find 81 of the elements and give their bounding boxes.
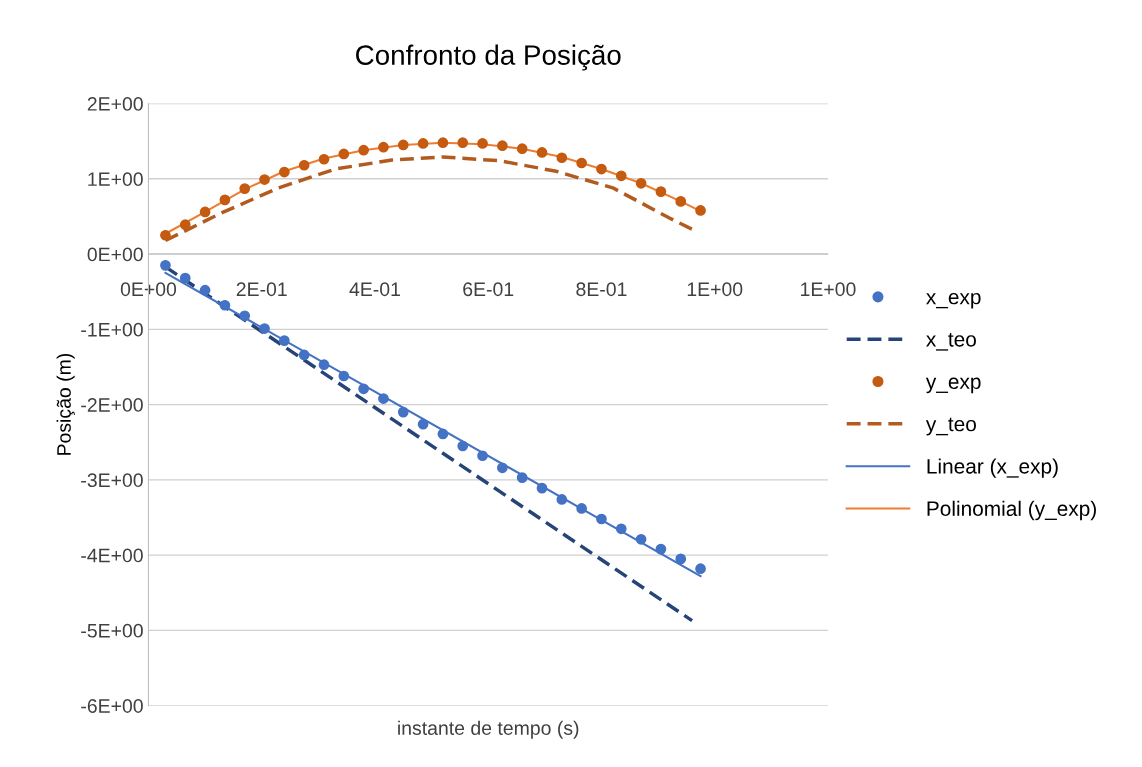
point	[259, 174, 270, 185]
point	[457, 440, 469, 452]
point	[298, 159, 310, 171]
point	[556, 494, 568, 505]
point	[675, 553, 687, 565]
chart-title: Confronto da Posição	[356, 44, 621, 71]
point	[318, 359, 330, 371]
x-tick-label: 6E-01	[463, 282, 514, 297]
x-tick-label: 8E-01	[576, 282, 627, 297]
point	[477, 450, 488, 462]
point	[596, 163, 607, 175]
y-axis-title: Posição (m)	[56, 353, 75, 455]
point	[635, 177, 647, 189]
point	[219, 299, 231, 311]
point	[179, 219, 191, 231]
y-tick-label: 2E+00	[87, 97, 143, 111]
x-tick-label: 0E+00	[120, 282, 177, 297]
y-tick-label: 1E+00	[88, 172, 143, 187]
point	[516, 143, 528, 155]
y-tick-label: -3E+00	[81, 473, 143, 488]
point	[497, 462, 508, 474]
point	[338, 148, 350, 160]
point	[655, 543, 667, 555]
point	[596, 513, 607, 525]
point	[675, 196, 687, 207]
point	[417, 138, 429, 149]
point	[615, 523, 627, 535]
point	[437, 137, 449, 149]
point	[497, 140, 508, 152]
y-tick-label: 0E+00	[87, 247, 143, 262]
point	[397, 406, 409, 418]
point	[259, 323, 270, 334]
point	[655, 186, 667, 197]
point	[556, 152, 568, 164]
point	[397, 139, 409, 151]
point	[219, 194, 231, 206]
point	[358, 383, 369, 395]
point	[615, 170, 627, 182]
point	[516, 472, 528, 483]
y-tick-label: -1E+00	[81, 322, 143, 337]
y-tick-label: -6E+00	[81, 699, 143, 713]
legend-label: x_teo	[926, 333, 976, 351]
point	[695, 563, 706, 575]
y-tick-label: -2E+00	[81, 398, 143, 412]
point	[536, 147, 548, 158]
point	[358, 144, 369, 156]
x-tick-label: 1E+00	[801, 282, 856, 297]
point	[318, 153, 330, 165]
point	[576, 503, 587, 514]
x-axis-title: instante de tempo (s)	[398, 720, 579, 739]
y-tick-label: -5E+00	[81, 623, 143, 638]
point	[179, 272, 191, 284]
x-tick-label: 2E-01	[236, 282, 287, 297]
legend-label: y_exp	[925, 377, 981, 394]
point	[279, 166, 290, 178]
legend-label: Polinomial (y_exp)	[927, 500, 1096, 521]
legend-label: Linear (x_exp)	[927, 458, 1058, 478]
point	[477, 138, 488, 149]
point	[576, 157, 587, 169]
legend-label: x_exp	[926, 292, 981, 309]
point	[536, 482, 548, 494]
point	[635, 533, 647, 545]
point	[417, 418, 429, 430]
point	[695, 205, 706, 216]
point	[338, 370, 350, 382]
point	[160, 260, 171, 271]
point	[279, 335, 290, 346]
point	[437, 428, 449, 440]
point	[378, 393, 389, 404]
point	[239, 183, 251, 194]
x-tick-label: 1E+00	[687, 282, 743, 297]
x-tick-label: 4E-01	[349, 282, 400, 297]
y-tick-label: -4E+00	[81, 548, 143, 563]
point	[378, 141, 389, 153]
point	[160, 229, 171, 241]
point	[239, 310, 251, 322]
point	[199, 206, 211, 218]
point	[457, 137, 469, 149]
point	[298, 349, 310, 361]
point	[199, 284, 211, 296]
legend-label: y_teo	[925, 417, 976, 436]
